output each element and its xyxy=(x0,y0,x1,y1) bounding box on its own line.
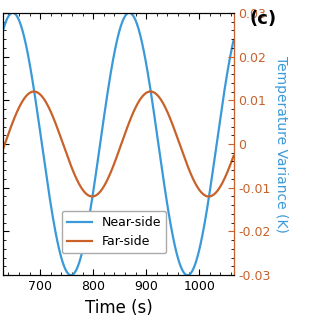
Text: (c): (c) xyxy=(250,10,277,28)
Far-side xyxy=(90,195,93,198)
Near-side xyxy=(1,28,5,32)
Near-side xyxy=(186,273,189,277)
Line: Near-side: Near-side xyxy=(3,13,234,275)
Near-side xyxy=(90,200,93,204)
Far-side xyxy=(227,165,231,169)
X-axis label: Time (s): Time (s) xyxy=(84,299,152,316)
Near-side xyxy=(232,38,236,42)
Near-side xyxy=(100,132,104,135)
Line: Far-side: Far-side xyxy=(3,92,234,196)
Near-side xyxy=(203,222,206,226)
Far-side xyxy=(232,154,236,158)
Far-side xyxy=(28,91,31,95)
Far-side xyxy=(1,147,5,150)
Near-side xyxy=(28,61,31,65)
Far-side xyxy=(32,90,36,93)
Near-side xyxy=(41,152,45,156)
Near-side xyxy=(11,11,15,15)
Far-side xyxy=(100,188,104,192)
Far-side xyxy=(203,193,206,197)
Far-side xyxy=(41,96,45,100)
Near-side xyxy=(227,60,231,64)
Y-axis label: Temperature Variance (K): Temperature Variance (K) xyxy=(274,56,287,232)
Legend: Near-side, Far-side: Near-side, Far-side xyxy=(61,211,166,253)
Far-side xyxy=(207,195,211,198)
